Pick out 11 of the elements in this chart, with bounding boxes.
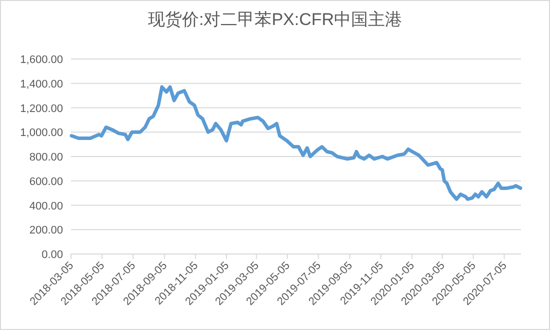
y-tick-label: 600.00	[29, 176, 63, 188]
y-tick-label: 800.00	[29, 152, 63, 164]
y-tick-label: 1,600.00	[20, 54, 63, 66]
y-tick-label: 0.00	[42, 249, 63, 261]
y-tick-label: 1,200.00	[20, 102, 63, 115]
chart-title: 现货价:对二甲苯PX:CFR中国主港	[148, 10, 402, 29]
line-series	[70, 85, 522, 201]
y-tick-label: 200.00	[29, 224, 63, 237]
y-tick-label: 1,000.00	[20, 127, 63, 140]
y-tick-label: 1,400.00	[20, 78, 63, 90]
y-tick-label: 400.00	[29, 200, 63, 212]
